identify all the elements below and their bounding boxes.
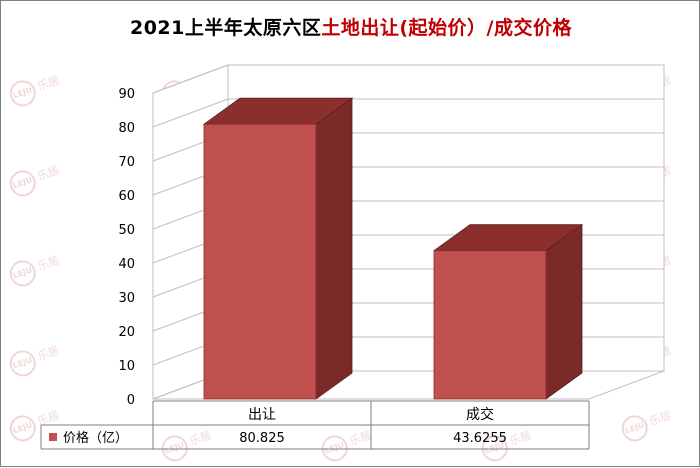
x-category-label: 出让 (248, 407, 276, 423)
legend-swatch (49, 433, 57, 441)
y-tick-label: 0 (127, 393, 135, 408)
chart-title: 2021上半年太原六区土地出让(起始价）/成交价格 (1, 13, 700, 40)
y-tick-label: 10 (118, 359, 135, 374)
bar (203, 123, 317, 400)
chart-title-highlight: 土地出让(起始价）/成交价格 (321, 17, 572, 39)
bar-side (315, 97, 353, 400)
chart-title-main: 2021上半年太原六区 (129, 17, 322, 39)
y-tick-label: 60 (118, 189, 135, 204)
data-label: 43.6255 (453, 431, 507, 446)
y-tick-label: 30 (118, 291, 135, 306)
gridline (152, 98, 664, 128)
y-tick-label: 70 (118, 155, 135, 170)
y-tick-label: 50 (118, 223, 135, 238)
y-tick-label: 20 (118, 325, 135, 340)
gridline (152, 64, 664, 94)
bar-side (545, 223, 583, 400)
x-category-label: 成交 (466, 406, 494, 423)
y-tick-label: 80 (118, 121, 135, 136)
legend-label: 价格（亿） (63, 430, 128, 446)
bar (433, 250, 547, 400)
y-tick-label: 90 (118, 87, 135, 102)
data-label: 80.825 (239, 431, 285, 446)
y-tick-label: 40 (118, 257, 135, 272)
